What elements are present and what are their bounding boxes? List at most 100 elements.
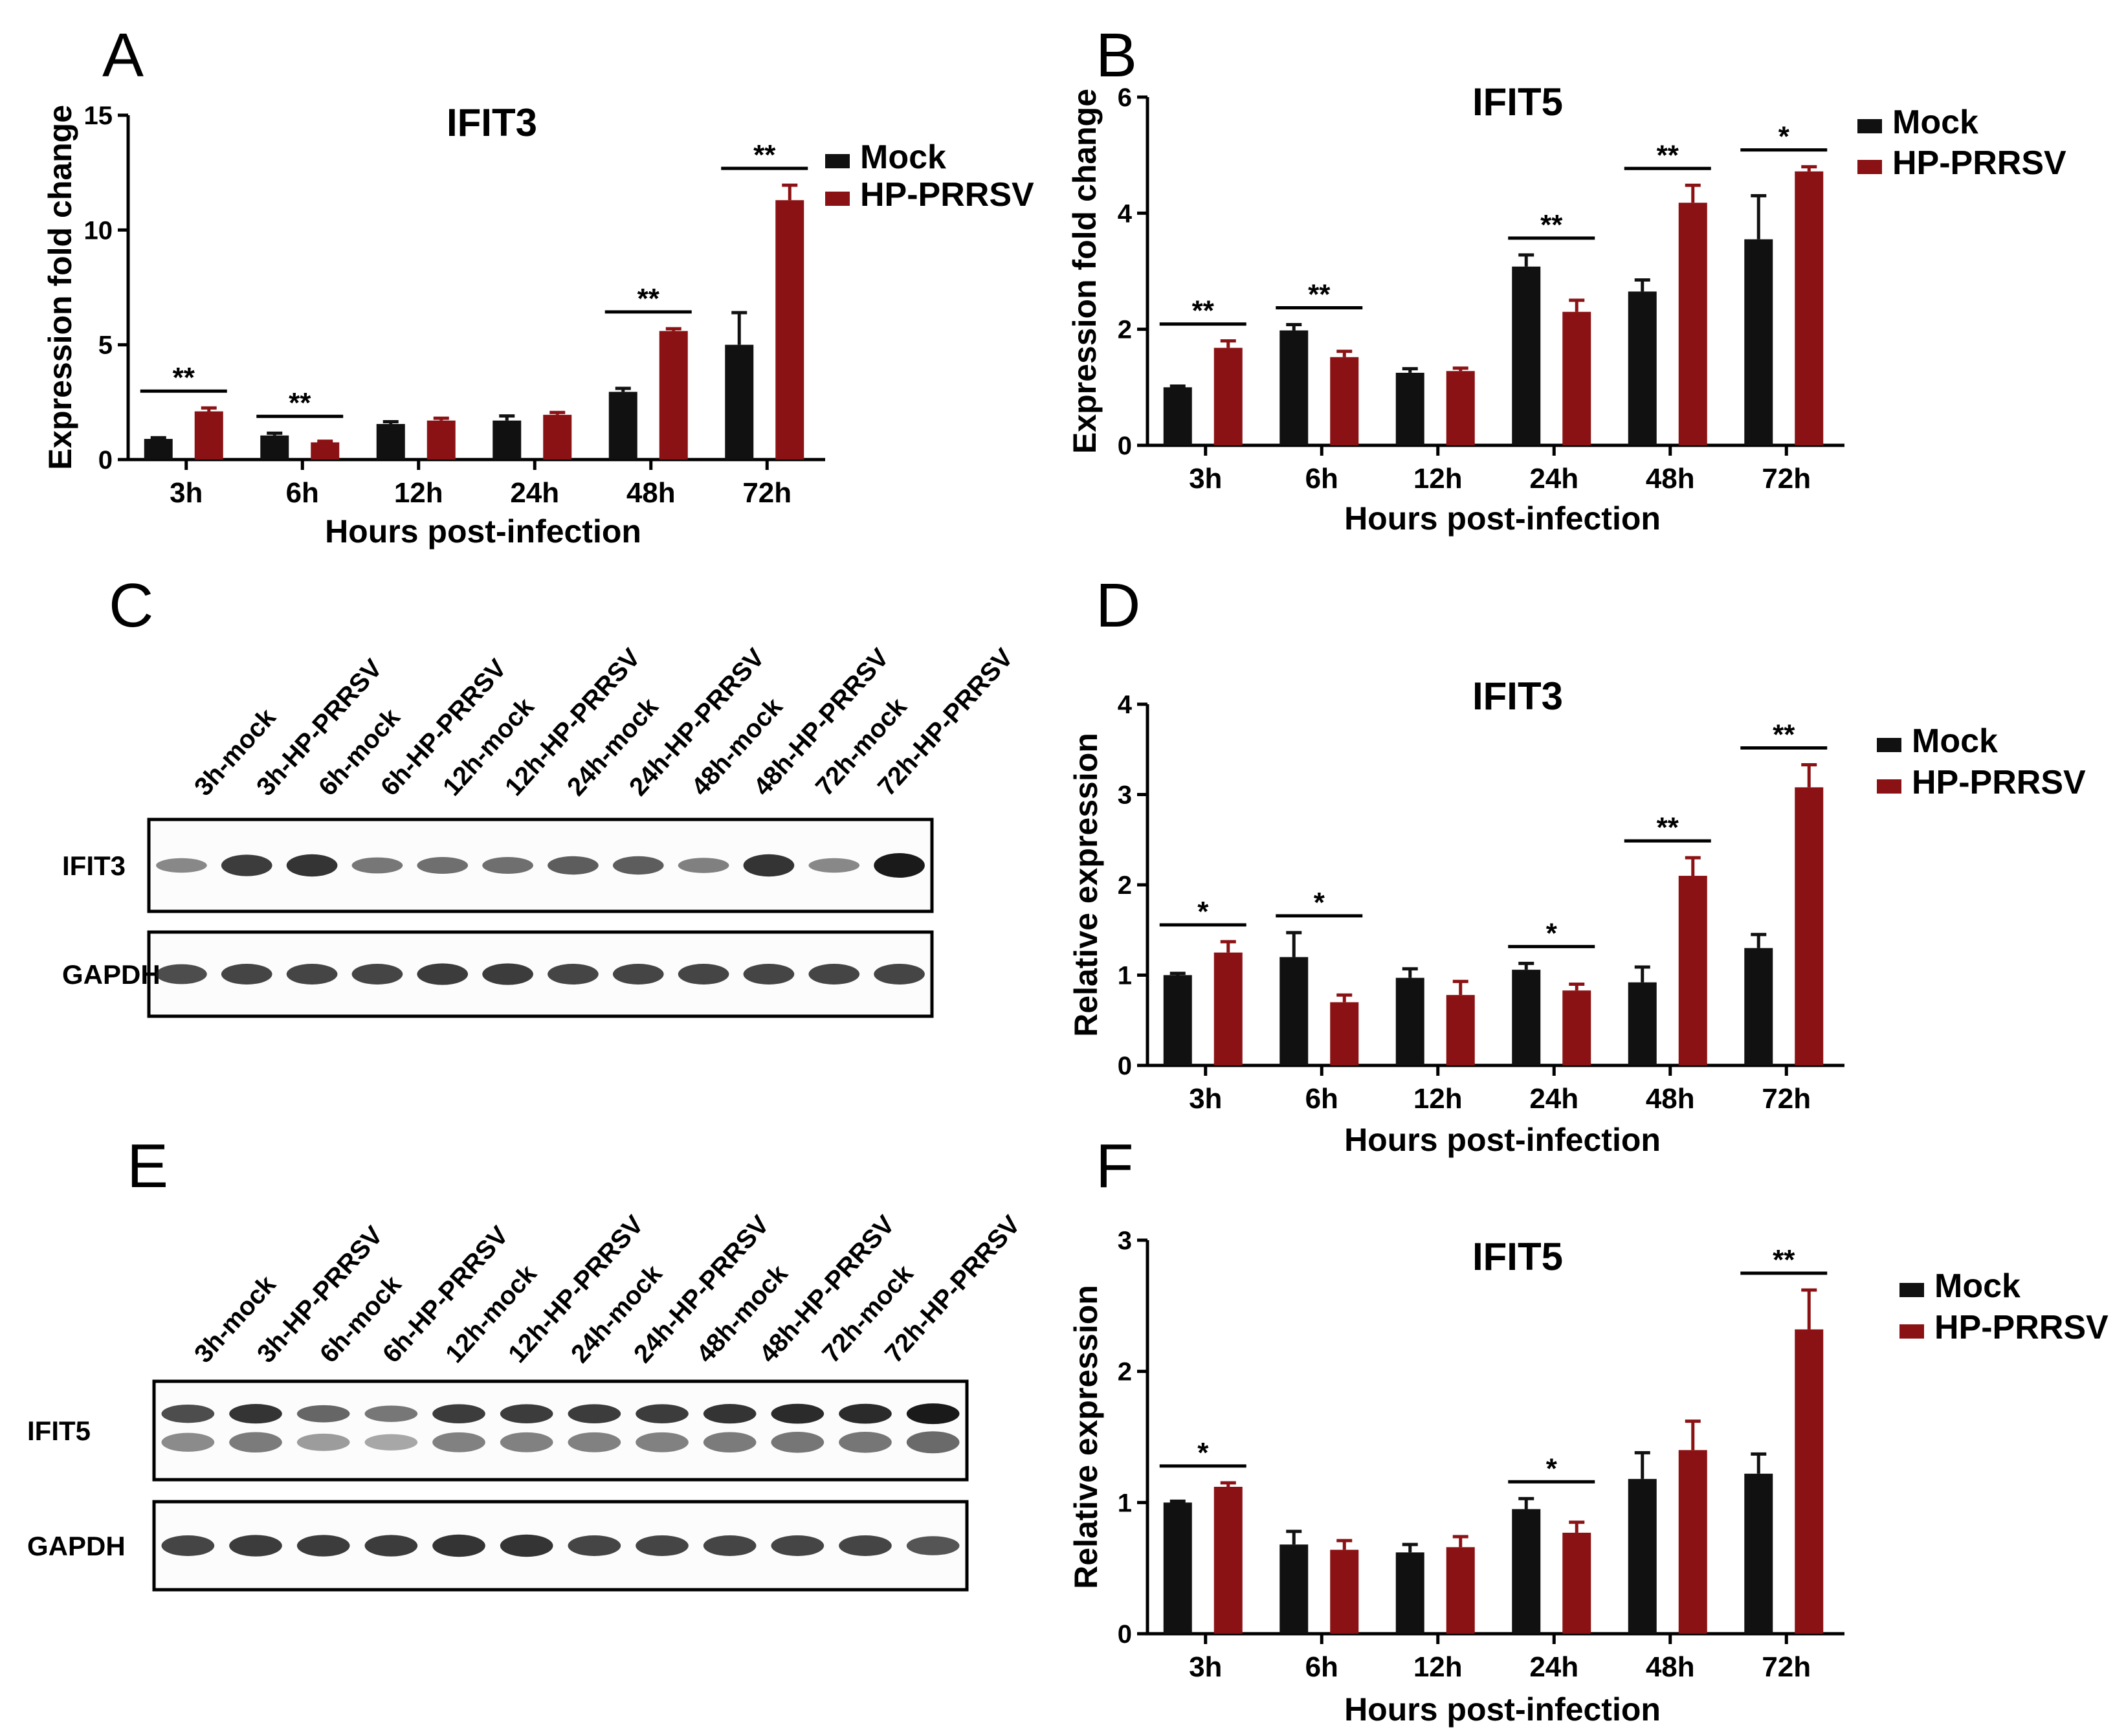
blot-e-band (364, 1405, 418, 1422)
chart-f-bar-hp-prrsv (1330, 1550, 1359, 1634)
chart-f-bar-mock (1744, 1473, 1773, 1634)
chart-a-bar-hp-prrsv (543, 414, 572, 460)
chart-d-bar-mock (1744, 948, 1773, 1065)
chart-b-bar-hp-prrsv (1213, 348, 1243, 445)
chart-d-bar-hp-prrsv (1330, 1002, 1359, 1065)
blot-c-band (874, 853, 925, 878)
chart-a-legend-swatch-hp-prrsv (825, 192, 850, 206)
chart-d-significance-label: * (1314, 887, 1325, 918)
chart-f-x-tick-label: 3h (1189, 1651, 1222, 1683)
chart-b-bar-mock (1512, 266, 1541, 445)
chart-f-legend-label-hp-prrsv: HP-PRRSV (1934, 1309, 2109, 1346)
chart-b-y-tick-label: 4 (1118, 199, 1133, 228)
chart-f-x-axis-label: Hours post-infection (1344, 1691, 1661, 1728)
chart-b-bar-mock (1279, 330, 1309, 445)
chart-d-y-tick-label: 2 (1118, 871, 1132, 900)
blot-c-band (286, 854, 338, 877)
blot-c-band (678, 964, 729, 985)
chart-b-y-tick-label: 0 (1118, 432, 1132, 460)
chart-b-y-axis-label: Expression fold change (1067, 89, 1103, 454)
chart-b-significance-label: ** (1308, 278, 1331, 310)
blot-e-band (229, 1535, 282, 1557)
blot-c-band (678, 858, 729, 873)
chart-b-x-tick-label: 12h (1413, 463, 1463, 495)
chart-b-bar-hp-prrsv (1678, 203, 1707, 445)
chart-a-x-tick-label: 12h (394, 477, 443, 509)
chart-d-bar-mock (1279, 957, 1309, 1065)
chart-a-significance-label: ** (753, 139, 776, 171)
chart-b-significance-label: ** (1192, 295, 1215, 327)
blot-c-band (351, 964, 403, 985)
chart-a-title: IFIT3 (447, 101, 537, 144)
blot-c-band (808, 858, 860, 873)
blot-e-band (906, 1403, 960, 1425)
chart-b-bar-mock (1163, 387, 1192, 445)
chart-b-bar-hp-prrsv (1562, 311, 1591, 445)
chart-a-y-tick-label: 5 (98, 331, 113, 360)
blot-c-band (156, 858, 207, 873)
chart-d-ifit3-relative-expression: 0 1 2 3 4 3h * 6h * 12h 24h * 48h ** 72h ** IFIT3 Relativ… (1068, 674, 2086, 1158)
chart-a-bar-hp-prrsv (311, 442, 340, 460)
panel-letter-b: B (1096, 21, 1137, 90)
chart-a-bar-mock (608, 392, 637, 460)
chart-b-significance-label: ** (1540, 209, 1563, 241)
chart-d-y-tick-label: 3 (1118, 781, 1132, 810)
chart-a-bar-mock (260, 435, 289, 460)
blot-e-band (500, 1534, 553, 1557)
chart-a-x-tick-label: 72h (742, 477, 792, 509)
blot-e-band (161, 1432, 215, 1452)
blot-e-band (229, 1404, 282, 1424)
blot-e-band (568, 1535, 621, 1556)
blot-e-band (839, 1432, 892, 1453)
chart-d-bar-mock (1512, 970, 1541, 1065)
blot-c-row-label-gapdh: GAPDH (62, 959, 161, 990)
blot-e-band (500, 1432, 553, 1452)
chart-f-y-tick-label: 0 (1118, 1620, 1132, 1649)
chart-d-significance-label: ** (1773, 718, 1795, 750)
chart-a-bar-hp-prrsv (426, 420, 456, 460)
chart-d-legend-swatch-hp-prrsv (1877, 779, 1901, 794)
chart-d-bar-hp-prrsv (1446, 995, 1475, 1065)
chart-a-bar-mock (376, 424, 405, 460)
chart-f-x-tick-label: 72h (1762, 1651, 1811, 1683)
chart-b-x-tick-label: 6h (1305, 463, 1338, 495)
blot-e-band (771, 1432, 825, 1453)
chart-f-x-tick-label: 24h (1529, 1651, 1578, 1683)
blot-e-band (296, 1433, 350, 1451)
chart-a-legend-swatch-mock (825, 154, 850, 168)
panel-letter-d: D (1096, 571, 1140, 640)
blot-e-band (364, 1434, 418, 1451)
blot-c-band (482, 857, 533, 874)
chart-f-bar-mock (1628, 1478, 1657, 1634)
blot-c-membrane-ifit3 (147, 818, 934, 913)
blot-e-band (161, 1535, 215, 1556)
blot-e-band (703, 1404, 757, 1424)
chart-b-significance-label: * (1778, 121, 1790, 153)
chart-f-y-tick-label: 2 (1118, 1358, 1132, 1386)
blot-e-band (432, 1404, 485, 1423)
chart-d-legend-label-hp-prrsv: HP-PRRSV (1912, 764, 2086, 801)
chart-d-y-tick-label: 4 (1118, 691, 1133, 719)
blot-c-band (548, 856, 599, 875)
chart-f-bar-mock (1395, 1552, 1424, 1634)
blot-e-band (364, 1535, 418, 1557)
blot-c-band (612, 856, 664, 875)
chart-d-x-tick-label: 24h (1529, 1083, 1578, 1115)
blot-e-band (839, 1535, 892, 1556)
chart-a-bar-hp-prrsv (194, 411, 223, 460)
chart-f-bar-mock (1163, 1502, 1192, 1634)
blot-c-band (221, 964, 272, 985)
blot-e-band (296, 1535, 350, 1557)
chart-a-bar-hp-prrsv (775, 200, 804, 460)
chart-d-legend-label-mock: Mock (1912, 722, 1998, 760)
blot-c-band (612, 964, 664, 985)
blot-e-band (432, 1534, 485, 1557)
blot-e-band (906, 1431, 960, 1454)
blot-e-ifit5-western: 3h-mock3h-HP-PRRSV6h-mock6h-HP-PRRSV12h-… (27, 1210, 1026, 1592)
chart-b-x-tick-label: 72h (1762, 463, 1811, 495)
chart-b-y-tick-label: 2 (1118, 316, 1132, 344)
chart-b-bar-mock (1744, 239, 1773, 445)
blot-e-band (636, 1404, 689, 1423)
blot-c-band (808, 964, 860, 985)
blot-e-membrane-ifit5 (152, 1379, 969, 1482)
